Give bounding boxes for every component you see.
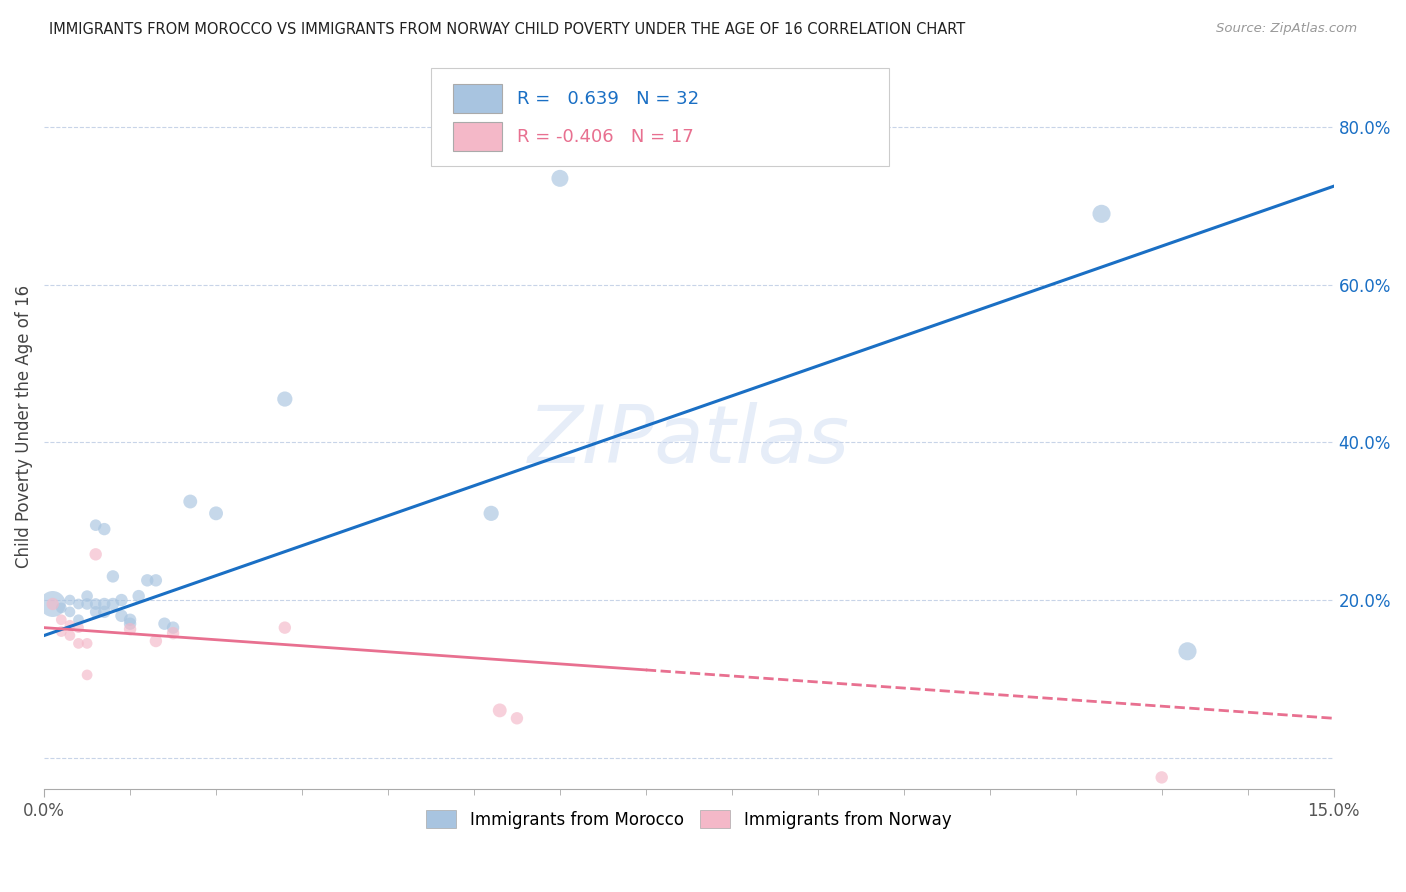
Text: ZIPatlas: ZIPatlas: [527, 402, 851, 480]
Point: [120, 616, 142, 631]
Point: [145, 574, 167, 588]
FancyBboxPatch shape: [453, 85, 502, 113]
Point: [76, 589, 98, 603]
Point: [153, 616, 176, 631]
Point: [179, 494, 201, 508]
Legend: Immigrants from Morocco, Immigrants from Norway: Immigrants from Morocco, Immigrants from…: [420, 804, 957, 835]
Point: [84, 597, 107, 611]
Point: [67, 621, 90, 635]
Point: [51, 601, 73, 615]
Point: [59, 605, 82, 619]
Point: [506, 711, 529, 725]
Y-axis label: Child Poverty Under the Age of 16: Child Poverty Under the Age of 16: [15, 285, 32, 568]
Point: [51, 624, 73, 639]
Point: [59, 593, 82, 607]
Point: [76, 668, 98, 682]
Point: [162, 621, 184, 635]
Point: [1177, 644, 1199, 658]
Point: [76, 597, 98, 611]
Point: [84, 547, 107, 561]
FancyBboxPatch shape: [432, 68, 889, 166]
Point: [76, 636, 98, 650]
Text: IMMIGRANTS FROM MOROCCO VS IMMIGRANTS FROM NORWAY CHILD POVERTY UNDER THE AGE OF: IMMIGRANTS FROM MOROCCO VS IMMIGRANTS FR…: [49, 22, 966, 37]
Point: [110, 608, 132, 623]
Point: [548, 171, 571, 186]
Text: R = -0.406   N = 17: R = -0.406 N = 17: [517, 128, 695, 145]
Point: [93, 597, 115, 611]
Point: [120, 613, 142, 627]
Point: [93, 605, 115, 619]
Point: [128, 589, 150, 603]
Point: [162, 626, 184, 640]
Point: [51, 613, 73, 627]
Point: [84, 605, 107, 619]
Point: [205, 506, 228, 520]
Point: [1150, 771, 1173, 785]
Point: [67, 597, 90, 611]
Point: [41, 597, 63, 611]
Point: [1090, 207, 1112, 221]
Point: [67, 613, 90, 627]
Point: [59, 628, 82, 642]
Text: Source: ZipAtlas.com: Source: ZipAtlas.com: [1216, 22, 1357, 36]
Point: [41, 597, 63, 611]
Point: [67, 636, 90, 650]
Point: [101, 597, 124, 611]
Point: [93, 522, 115, 536]
Point: [274, 392, 297, 406]
Point: [145, 634, 167, 648]
Text: R =   0.639   N = 32: R = 0.639 N = 32: [517, 90, 700, 108]
Point: [479, 506, 502, 520]
Point: [59, 618, 82, 632]
Point: [84, 518, 107, 533]
Point: [136, 574, 159, 588]
Point: [488, 703, 510, 717]
Point: [120, 622, 142, 636]
FancyBboxPatch shape: [453, 122, 502, 151]
Point: [274, 621, 297, 635]
Point: [110, 593, 132, 607]
Point: [101, 569, 124, 583]
